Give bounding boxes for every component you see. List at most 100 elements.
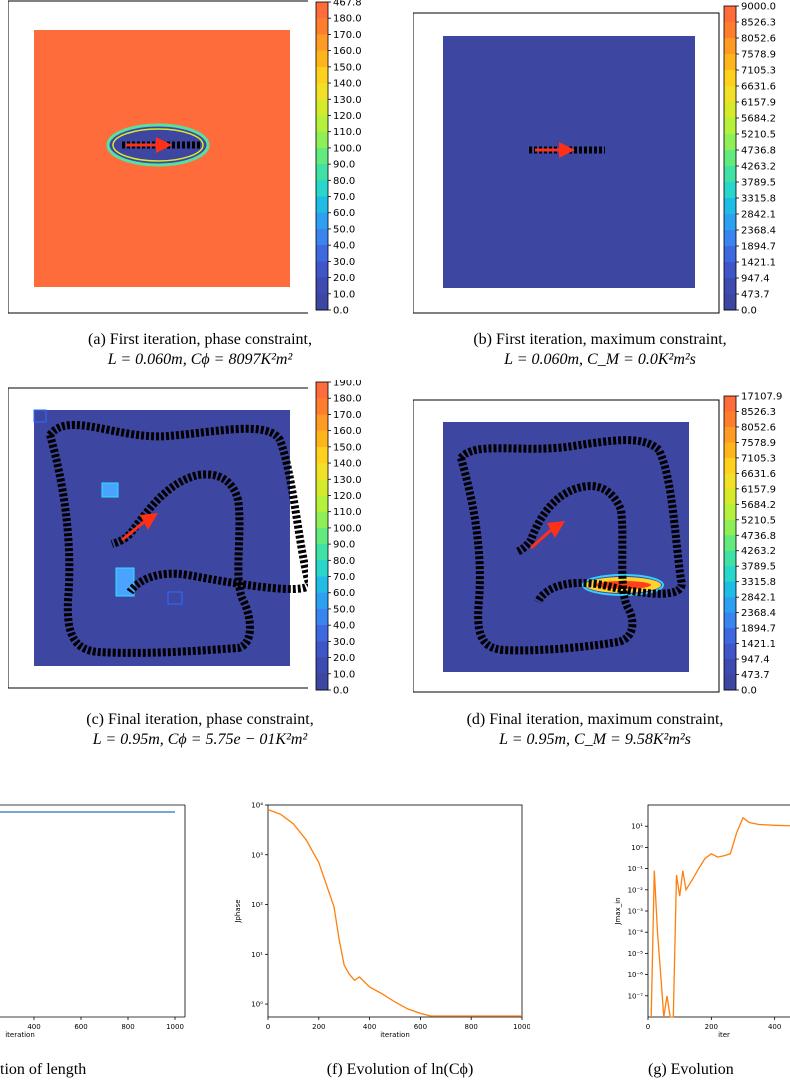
colorbar-segment [316, 115, 328, 133]
colorbar-segment [724, 442, 736, 459]
x-tick-label: 1000 [166, 1023, 184, 1031]
colorbar-segment [316, 18, 328, 35]
colorbar-segment [724, 294, 736, 311]
colorbar-segment [316, 495, 328, 513]
x-tick-label: 600 [414, 1023, 427, 1031]
chart-e-length: 400 600 800 1000 iteration [0, 804, 186, 1039]
x-tick-label: 0 [646, 1023, 650, 1031]
colorbar-label: 110.0 [333, 507, 362, 518]
colorbar-label: 150.0 [333, 442, 362, 453]
colorbar-label: 110.0 [333, 127, 362, 138]
colorbar-segment [316, 131, 328, 149]
colorbar-segment [316, 261, 328, 279]
colorbar-label: 60.0 [333, 208, 355, 219]
colorbar-label: 467.8 [333, 0, 362, 9]
colorbar-segment [724, 504, 736, 521]
colorbar-segment [724, 166, 736, 183]
chart-g-jmax: 0 200 400 iter 10⁻⁷ 10⁻⁶ 10⁻⁵ 10⁻⁴ 10⁻³ 10⁻² 10⁻¹ 1… [614, 804, 790, 1039]
colorbar-label: 90.0 [333, 160, 355, 171]
colorbar-label: 80.0 [333, 556, 355, 567]
colorbar-label: 150.0 [333, 62, 362, 73]
y-axis-label: Jphase [234, 899, 242, 923]
plot-frame [267, 804, 523, 1018]
colorbar-segment [316, 245, 328, 262]
colorbar-label: 2842.1 [741, 593, 776, 604]
colorbar-segment [724, 659, 736, 676]
caption-c-line2: L = 0.95m, Cϕ = 5.75e − 01K²m² [92, 731, 308, 748]
y-tick-label: 10⁰ [631, 844, 643, 852]
panel-d: 17107.9 8526.3 8052.6 7578.9 7105.3 6631.6 615… [413, 380, 790, 702]
colorbar-segment [316, 463, 328, 480]
colorbar-label: 80.0 [333, 176, 355, 187]
colorbar-segment [724, 134, 736, 151]
colorbar-a: 467.8 180.0 170.0 160.0 150.0 140.0 130.0 120.0… [315, 0, 362, 317]
colorbar-label: 6631.6 [741, 469, 776, 480]
colorbar-label: 180.0 [333, 14, 362, 25]
y-tick-label: 10⁻⁶ [628, 971, 644, 979]
colorbar-label: 4736.8 [741, 146, 776, 157]
x-tick-label: 400 [768, 1023, 781, 1031]
colorbar-label: 5210.5 [741, 515, 776, 526]
colorbar-label: 0.0 [741, 306, 757, 317]
colorbar-segment [724, 118, 736, 135]
caption-d-line2: L = 0.95m, C_M = 9.58K²m²s [499, 731, 691, 748]
colorbar-label: 4263.2 [741, 162, 776, 173]
y-tick-label: 10⁻³ [628, 908, 644, 916]
colorbar-segment [316, 50, 328, 68]
colorbar-label: 7105.3 [741, 66, 776, 77]
colorbar-label: 50.0 [333, 604, 355, 615]
y-tick-label: 10¹ [631, 823, 643, 831]
colorbar-segment [724, 70, 736, 87]
colorbar-label: 100.0 [333, 143, 362, 154]
colorbar-label: 130.0 [333, 475, 362, 486]
colorbar-label: 17107.9 [741, 392, 782, 403]
colorbar-label: 6157.9 [741, 484, 776, 495]
caption-c-line1: (c) Final iteration, phase constraint, [86, 711, 314, 728]
chart-f-jphase: 0 200 400 600 800 1000 iteration 10⁰ 10¹ 10² 10³ 10… [234, 802, 530, 1040]
colorbar-label: 120.0 [333, 491, 362, 502]
colorbar-label: 160.0 [333, 426, 362, 437]
colorbar-label: 8526.3 [741, 18, 776, 29]
colorbar-label: 3789.5 [741, 562, 776, 573]
heatmap-a [8, 0, 308, 314]
panel-a: 467.8 180.0 170.0 160.0 150.0 140.0 130.0 120.0… [8, 0, 378, 322]
colorbar-segment [316, 293, 328, 311]
colorbar-segment [316, 382, 328, 399]
colorbar-segment [316, 625, 328, 642]
colorbar-segment [724, 22, 736, 39]
colorbar-label: 190.0 [333, 380, 362, 389]
colorbar-segment [724, 535, 736, 552]
colorbar-label: 180.0 [333, 394, 362, 405]
y-tick-label: 10⁻¹ [628, 865, 644, 873]
colorbar-segment [724, 38, 736, 55]
colorbar-label: 3315.8 [741, 577, 776, 588]
y-tick-label: 10³ [251, 851, 263, 859]
x-tick-label: 200 [312, 1023, 325, 1031]
colorbar-frame [315, 1, 329, 311]
colorbar-segment [316, 196, 328, 214]
x-tick-label: 800 [465, 1023, 478, 1031]
colorbar-segment [316, 657, 328, 675]
colorbar-label: 5684.2 [741, 114, 776, 125]
colorbar-segment [724, 674, 736, 691]
plot-frame [647, 804, 790, 1018]
colorbar-label: 20.0 [333, 273, 355, 284]
colorbar-segment [724, 597, 736, 614]
colorbar-label: 0.0 [333, 686, 349, 697]
series-line [267, 808, 522, 1017]
y-axis-label: Jmax_in [614, 897, 622, 925]
colorbar-label: 5684.2 [741, 500, 776, 511]
colorbar-segment [316, 66, 328, 84]
colorbar-label: 60.0 [333, 588, 355, 599]
y-tick-label: 10⁻⁵ [628, 950, 644, 958]
colorbar-label: 947.4 [741, 274, 770, 285]
x-axis-label: iteration [5, 1031, 35, 1039]
x-tick-label: 600 [74, 1023, 87, 1031]
colorbar-segment [316, 430, 328, 448]
colorbar-d: 17107.9 8526.3 8052.6 7578.9 7105.3 6631.6 615… [723, 392, 782, 697]
colorbar-segment [316, 592, 328, 610]
colorbar-label: 20.0 [333, 653, 355, 664]
colorbar-segment [316, 641, 328, 659]
caption-f: (f) Evolution of ln(Cϕ) [326, 1061, 474, 1078]
colorbar-segment [724, 6, 736, 23]
